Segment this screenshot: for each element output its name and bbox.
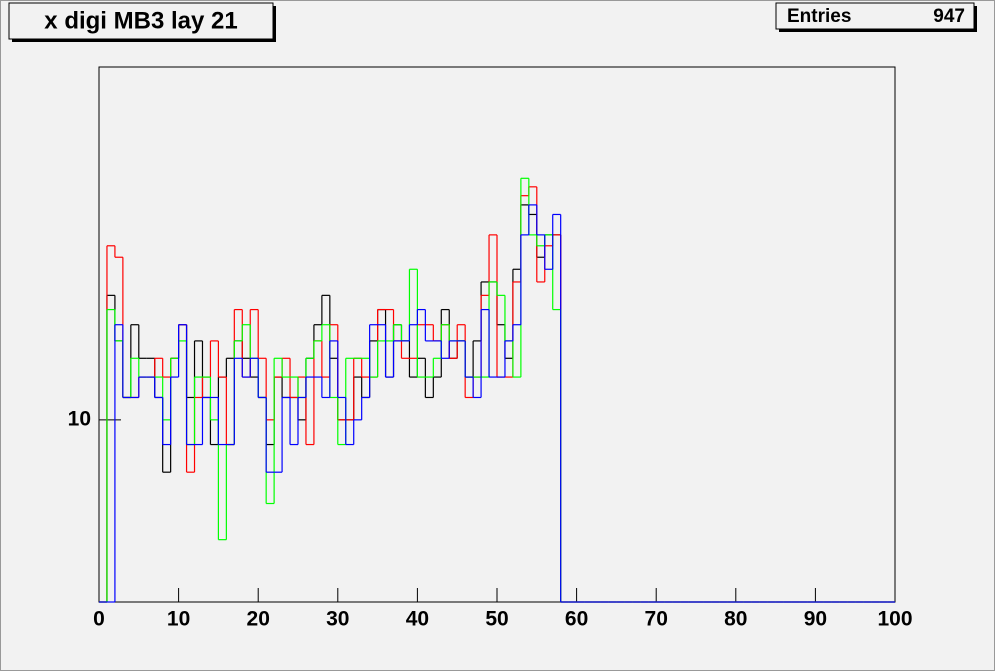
stats-box (775, 2, 975, 30)
x-tick-label: 60 (565, 608, 588, 631)
x-tick-label: 50 (485, 608, 508, 631)
chart-title: x digi MB3 lay 21 (44, 7, 237, 34)
stats-label: Entries (787, 6, 851, 27)
x-tick-label: 10 (167, 608, 190, 631)
x-tick-label: 40 (406, 608, 429, 631)
y-tick-label: 10 (68, 407, 91, 430)
x-tick-label: 0 (93, 608, 105, 631)
title-box (8, 2, 274, 40)
x-tick-label: 30 (326, 608, 349, 631)
x-tick-label: 70 (645, 608, 668, 631)
x-tick-label: 100 (877, 608, 912, 631)
stats-value: 947 (933, 6, 965, 27)
x-tick-label: 20 (247, 608, 270, 631)
x-tick-label: 90 (804, 608, 827, 631)
x-tick-label: 80 (724, 608, 747, 631)
